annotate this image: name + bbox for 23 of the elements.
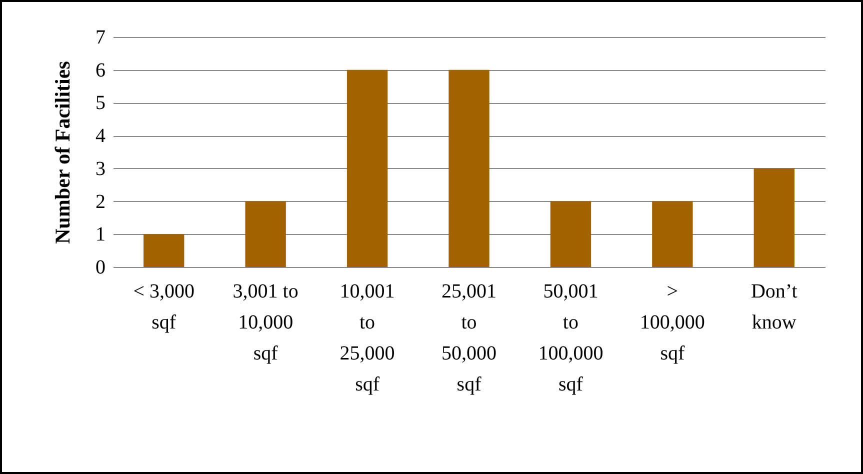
x-tick-label: Don’t know bbox=[750, 280, 798, 334]
bar bbox=[245, 201, 286, 267]
bar bbox=[754, 168, 794, 267]
x-tick-label: 25,001 to 50,000 sqf bbox=[442, 280, 496, 396]
y-tick-label: 1 bbox=[96, 224, 106, 246]
x-tick-label: < 3,000 sqf bbox=[133, 280, 194, 334]
y-tick-label: 4 bbox=[96, 125, 106, 148]
y-tick-label: 0 bbox=[96, 256, 106, 278]
bar bbox=[550, 201, 592, 267]
bar bbox=[448, 70, 490, 267]
y-tick-label: 5 bbox=[96, 92, 106, 114]
y-tick-label: 3 bbox=[96, 158, 106, 180]
bar bbox=[346, 70, 388, 267]
y-tick-label: 2 bbox=[96, 190, 106, 213]
x-tick-label: > 100,000 sqf bbox=[640, 280, 705, 364]
x-tick-label: 10,001 to 25,000 sqf bbox=[340, 280, 395, 396]
x-tick-label: 3,001 to 10,000 sqf bbox=[232, 280, 298, 364]
y-tick-label: 6 bbox=[96, 59, 106, 82]
x-tick-label: 50,001 to 100,000 sqf bbox=[538, 280, 604, 396]
y-axis-title: Number of Facilities bbox=[50, 61, 74, 244]
bar bbox=[652, 201, 693, 267]
bar bbox=[144, 234, 184, 267]
y-tick-label: 7 bbox=[96, 26, 106, 48]
